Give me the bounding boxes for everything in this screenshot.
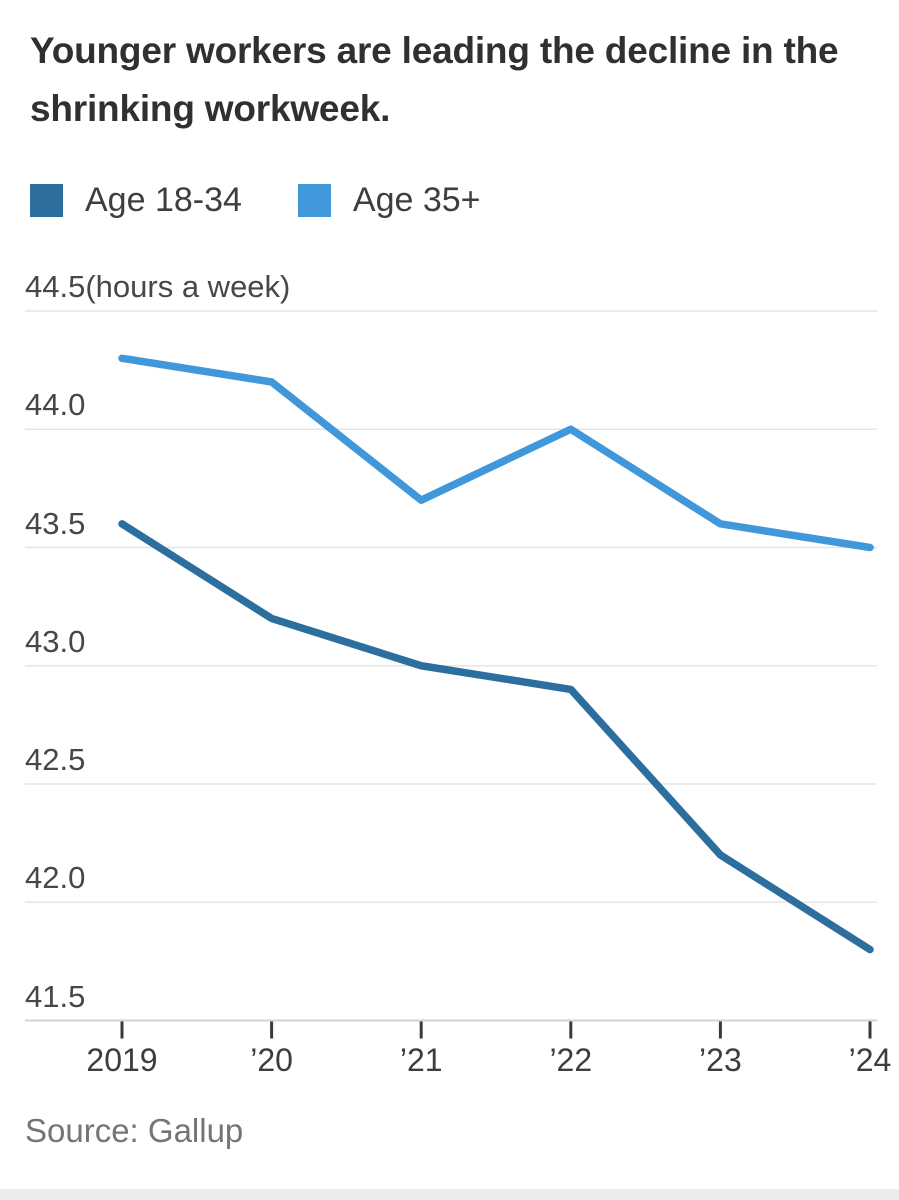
y-axis-label-42-0: 42.0 xyxy=(25,860,86,896)
chart-legend: Age 18-34 Age 35+ xyxy=(30,183,481,217)
legend-item-age-35-plus: Age 35+ xyxy=(297,181,481,219)
legend-swatch-age-35-plus-icon xyxy=(297,183,331,217)
x-axis-label-22: ’22 xyxy=(549,1042,593,1078)
y-axis-label-44-0: 44.0 xyxy=(25,387,86,423)
y-axis-label-43-5: 43.5 xyxy=(25,505,86,541)
x-axis-label-23: ’23 xyxy=(699,1042,742,1078)
y-axis-label-41-5: 41.5 xyxy=(25,978,86,1014)
legend-label-age-18-34: Age 18-34 xyxy=(85,181,242,219)
x-axis-label-20: ’20 xyxy=(250,1042,293,1078)
bottom-divider xyxy=(0,1189,899,1200)
legend-swatch-age-18-34-icon xyxy=(30,183,63,217)
y-axis-label-44-5: 44.5(hours a week) xyxy=(25,269,291,304)
source-attribution: Source: Gallup xyxy=(25,1112,244,1149)
chart-title: Younger workers are leading the decline … xyxy=(30,30,839,129)
x-axis-label-24: ’24 xyxy=(848,1042,892,1078)
y-axis-unit-label: (hours a week) xyxy=(85,269,291,304)
legend-label-age-35-plus: Age 35+ xyxy=(352,181,481,219)
y-axis-label-43-0: 43.0 xyxy=(25,623,86,659)
legend-item-age-18-34: Age 18-34 xyxy=(30,183,242,217)
y-axis-label-42-5: 42.5 xyxy=(25,742,86,777)
x-axis-label-2019: 2019 xyxy=(86,1042,158,1078)
x-axis-label-21: ’21 xyxy=(399,1042,443,1078)
